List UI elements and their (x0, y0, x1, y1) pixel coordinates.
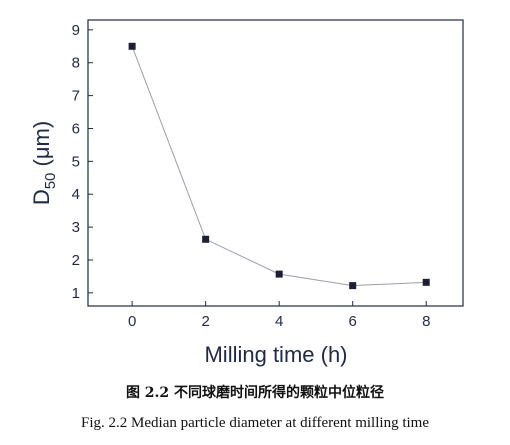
data-point (202, 235, 210, 243)
y-tick-label: 4 (72, 186, 80, 203)
x-tick-label: 4 (275, 313, 283, 330)
y-axis-title-unit: (μm) (29, 121, 54, 173)
data-point (349, 282, 357, 290)
y-tick-label: 7 (72, 88, 80, 105)
y-axis-title: D50 (μm) (29, 121, 59, 205)
series-line (131, 46, 427, 287)
y-tick-label: 6 (72, 120, 80, 137)
x-axis-ticks: 0 2 4 6 8 (128, 301, 430, 330)
y-axis-title-sub: 50 (42, 173, 59, 190)
y-tick-label: 2 (72, 252, 80, 269)
data-point (275, 270, 283, 278)
y-tick-label: 3 (72, 219, 80, 236)
x-axis-title: Milling time (h) (204, 342, 347, 367)
data-point (128, 42, 136, 50)
y-axis-title-main: D (29, 189, 54, 205)
y-tick-label: 5 (72, 153, 80, 170)
x-tick-label: 6 (349, 313, 357, 330)
data-points (128, 42, 430, 290)
y-tick-label: 9 (72, 22, 80, 39)
figure-caption-chinese: 图 2.2 不同球磨时间所得的颗粒中位粒径 (125, 385, 385, 401)
plot-frame (87, 19, 464, 307)
x-tick-label: 8 (422, 313, 430, 330)
data-point (422, 278, 430, 286)
chart: 1 2 3 4 5 6 7 8 9 0 2 4 6 8 D50 (μm) Milling time (h… (29, 19, 464, 367)
y-tick-label: 1 (72, 285, 80, 302)
x-tick-label: 0 (128, 313, 136, 330)
figure-caption-english: Fig. 2.2 Median particle diameter at dif… (81, 415, 429, 431)
y-axis-ticks: 1 2 3 4 5 6 7 8 9 (72, 22, 93, 302)
x-tick-label: 2 (201, 313, 209, 330)
y-tick-label: 8 (72, 55, 80, 72)
